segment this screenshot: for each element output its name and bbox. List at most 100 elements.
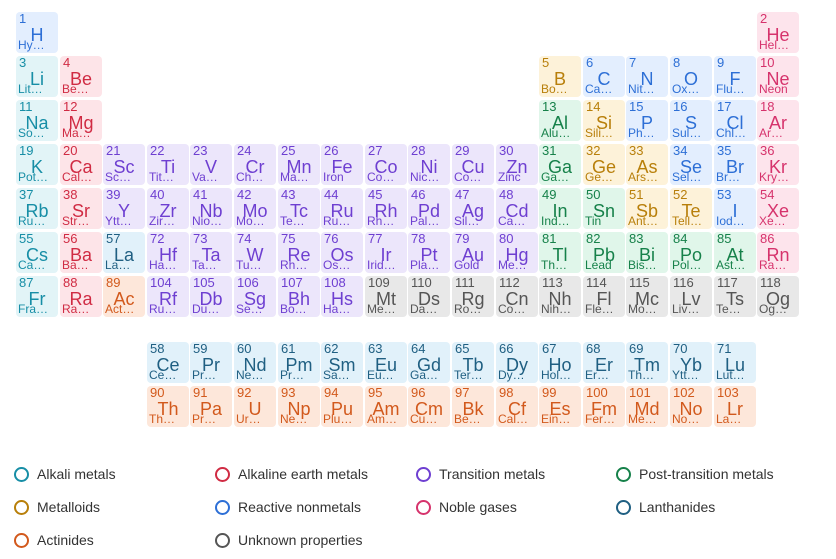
- element-tile[interactable]: 99 Es Ein…: [539, 386, 581, 427]
- element-tile[interactable]: 111 Rg Ro…: [452, 276, 494, 317]
- element-tile[interactable]: 22 Ti Tit…: [147, 144, 189, 185]
- element-tile[interactable]: 55 Cs Ca…: [16, 232, 58, 273]
- element-tile[interactable]: 83 Bi Bis…: [626, 232, 668, 273]
- element-tile[interactable]: 75 Re Rh…: [278, 232, 320, 273]
- element-tile[interactable]: 112 Cn Co…: [496, 276, 538, 317]
- element-tile[interactable]: 93 Np Ne…: [278, 386, 320, 427]
- element-tile[interactable]: 45 Rh Rh…: [365, 188, 407, 229]
- element-tile[interactable]: 110 Ds Da…: [408, 276, 450, 317]
- element-tile[interactable]: 29 Cu Co…: [452, 144, 494, 185]
- element-tile[interactable]: 81 Tl Th…: [539, 232, 581, 273]
- element-tile[interactable]: 27 Co Co…: [365, 144, 407, 185]
- element-tile[interactable]: 97 Bk Be…: [452, 386, 494, 427]
- element-tile[interactable]: 56 Ba Ba…: [60, 232, 102, 273]
- element-tile[interactable]: 3 Li Lit…: [16, 56, 58, 97]
- element-tile[interactable]: 65 Tb Ter…: [452, 342, 494, 383]
- element-tile[interactable]: 62 Sm Sa…: [321, 342, 363, 383]
- element-tile[interactable]: 98 Cf Cal…: [496, 386, 538, 427]
- element-tile[interactable]: 16 S Sul…: [670, 100, 712, 141]
- element-tile[interactable]: 109 Mt Me…: [365, 276, 407, 317]
- element-tile[interactable]: 25 Mn Ma…: [278, 144, 320, 185]
- element-tile[interactable]: 23 V Va…: [190, 144, 232, 185]
- element-tile[interactable]: 87 Fr Fra…: [16, 276, 58, 317]
- element-tile[interactable]: 33 As Ars…: [626, 144, 668, 185]
- element-tile[interactable]: 31 Ga Ga…: [539, 144, 581, 185]
- element-tile[interactable]: 47 Ag Sil…: [452, 188, 494, 229]
- element-tile[interactable]: 107 Bh Bo…: [278, 276, 320, 317]
- element-tile[interactable]: 78 Pt Pla…: [408, 232, 450, 273]
- element-tile[interactable]: 57 La La…: [103, 232, 145, 273]
- element-tile[interactable]: 95 Am Am…: [365, 386, 407, 427]
- element-tile[interactable]: 58 Ce Ce…: [147, 342, 189, 383]
- element-tile[interactable]: 4 Be Be…: [60, 56, 102, 97]
- element-tile[interactable]: 14 Si Sili…: [583, 100, 625, 141]
- element-tile[interactable]: 79 Au Gold: [452, 232, 494, 273]
- element-tile[interactable]: 101 Md Me…: [626, 386, 668, 427]
- element-tile[interactable]: 28 Ni Nic…: [408, 144, 450, 185]
- element-tile[interactable]: 1 H Hy…: [16, 12, 58, 53]
- element-tile[interactable]: 92 U Ur…: [234, 386, 276, 427]
- element-tile[interactable]: 50 Sn Tin: [583, 188, 625, 229]
- element-tile[interactable]: 68 Er Er…: [583, 342, 625, 383]
- element-tile[interactable]: 85 At Ast…: [714, 232, 756, 273]
- element-tile[interactable]: 46 Pd Pal…: [408, 188, 450, 229]
- element-tile[interactable]: 94 Pu Plu…: [321, 386, 363, 427]
- element-tile[interactable]: 41 Nb Nio…: [190, 188, 232, 229]
- element-tile[interactable]: 100 Fm Fer…: [583, 386, 625, 427]
- element-tile[interactable]: 71 Lu Lut…: [714, 342, 756, 383]
- element-tile[interactable]: 35 Br Br…: [714, 144, 756, 185]
- element-tile[interactable]: 20 Ca Cal…: [60, 144, 102, 185]
- element-tile[interactable]: 17 Cl Chl…: [714, 100, 756, 141]
- element-tile[interactable]: 69 Tm Th…: [626, 342, 668, 383]
- element-tile[interactable]: 9 F Flu…: [714, 56, 756, 97]
- element-tile[interactable]: 114 Fl Fle…: [583, 276, 625, 317]
- element-tile[interactable]: 84 Po Pol…: [670, 232, 712, 273]
- element-tile[interactable]: 63 Eu Eu…: [365, 342, 407, 383]
- element-tile[interactable]: 80 Hg Me…: [496, 232, 538, 273]
- element-tile[interactable]: 70 Yb Ytt…: [670, 342, 712, 383]
- element-tile[interactable]: 59 Pr Pr…: [190, 342, 232, 383]
- element-tile[interactable]: 66 Dy Dy…: [496, 342, 538, 383]
- element-tile[interactable]: 39 Y Ytt…: [103, 188, 145, 229]
- element-tile[interactable]: 113 Nh Nih…: [539, 276, 581, 317]
- element-tile[interactable]: 117 Ts Te…: [714, 276, 756, 317]
- element-tile[interactable]: 86 Rn Ra…: [757, 232, 799, 273]
- element-tile[interactable]: 48 Cd Ca…: [496, 188, 538, 229]
- element-tile[interactable]: 32 Ge Ge…: [583, 144, 625, 185]
- element-tile[interactable]: 53 I Iod…: [714, 188, 756, 229]
- element-tile[interactable]: 21 Sc Sc…: [103, 144, 145, 185]
- element-tile[interactable]: 8 O Ox…: [670, 56, 712, 97]
- element-tile[interactable]: 7 N Nit…: [626, 56, 668, 97]
- element-tile[interactable]: 91 Pa Pr…: [190, 386, 232, 427]
- element-tile[interactable]: 52 Te Tell…: [670, 188, 712, 229]
- element-tile[interactable]: 5 B Bo…: [539, 56, 581, 97]
- element-tile[interactable]: 118 Og Og…: [757, 276, 799, 317]
- element-tile[interactable]: 30 Zn Zinc: [496, 144, 538, 185]
- element-tile[interactable]: 26 Fe Iron: [321, 144, 363, 185]
- element-tile[interactable]: 64 Gd Ga…: [408, 342, 450, 383]
- element-tile[interactable]: 2 He Hel…: [757, 12, 799, 53]
- element-tile[interactable]: 108 Hs Ha…: [321, 276, 363, 317]
- element-tile[interactable]: 106 Sg Se…: [234, 276, 276, 317]
- element-tile[interactable]: 103 Lr La…: [714, 386, 756, 427]
- element-tile[interactable]: 18 Ar Ar…: [757, 100, 799, 141]
- element-tile[interactable]: 90 Th Th…: [147, 386, 189, 427]
- element-tile[interactable]: 82 Pb Lead: [583, 232, 625, 273]
- element-tile[interactable]: 72 Hf Ha…: [147, 232, 189, 273]
- element-tile[interactable]: 73 Ta Ta…: [190, 232, 232, 273]
- element-tile[interactable]: 42 Mo Mo…: [234, 188, 276, 229]
- element-tile[interactable]: 38 Sr Str…: [60, 188, 102, 229]
- element-tile[interactable]: 43 Tc Te…: [278, 188, 320, 229]
- element-tile[interactable]: 54 Xe Xe…: [757, 188, 799, 229]
- element-tile[interactable]: 77 Ir Irid…: [365, 232, 407, 273]
- element-tile[interactable]: 104 Rf Ru…: [147, 276, 189, 317]
- element-tile[interactable]: 24 Cr Ch…: [234, 144, 276, 185]
- element-tile[interactable]: 105 Db Du…: [190, 276, 232, 317]
- element-tile[interactable]: 19 K Pot…: [16, 144, 58, 185]
- element-tile[interactable]: 10 Ne Neon: [757, 56, 799, 97]
- element-tile[interactable]: 74 W Tu…: [234, 232, 276, 273]
- element-tile[interactable]: 67 Ho Hol…: [539, 342, 581, 383]
- element-tile[interactable]: 88 Ra Ra…: [60, 276, 102, 317]
- element-tile[interactable]: 51 Sb Ant…: [626, 188, 668, 229]
- element-tile[interactable]: 60 Nd Ne…: [234, 342, 276, 383]
